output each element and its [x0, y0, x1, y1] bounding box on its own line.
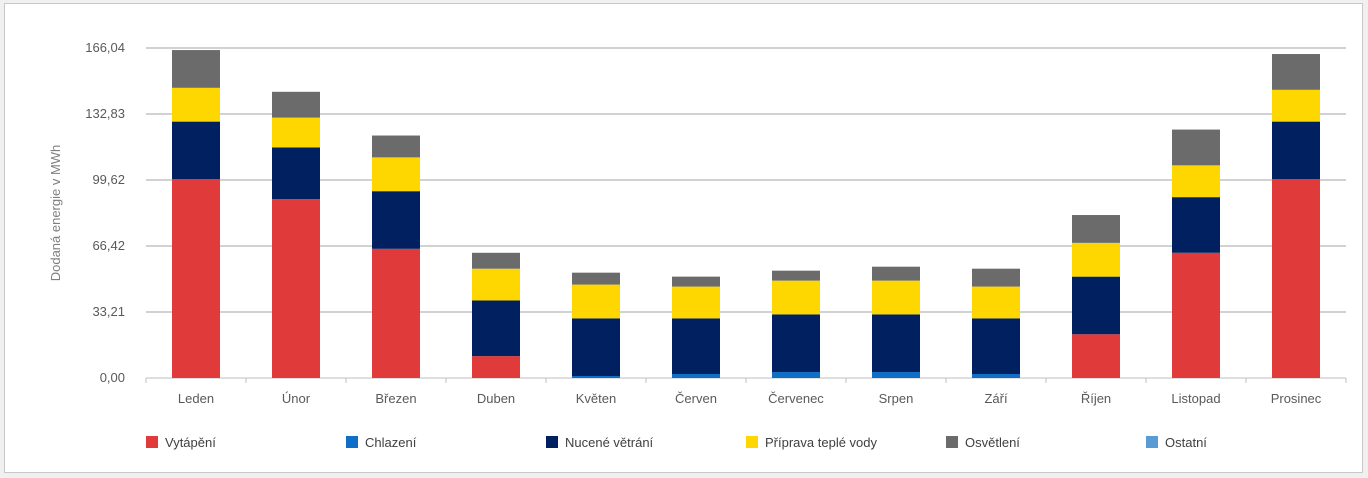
- legend: Vytápění Chlazení Nucené větrání Příprava t…: [146, 435, 1207, 450]
- y-tick-label: 132,83: [85, 106, 125, 121]
- legend-swatch: [546, 436, 558, 448]
- bar-segment-duben: [472, 252, 520, 269]
- y-tick-label: 33,21: [92, 304, 125, 319]
- bar-segment-prosinec: [1272, 89, 1320, 122]
- legend-label: Příprava teplé vody: [765, 435, 878, 450]
- bar-segment-leden: [172, 179, 220, 378]
- x-tick-label: Leden: [178, 391, 214, 406]
- x-tick-label: Srpen: [879, 391, 914, 406]
- bar-segment-listopad: [1172, 197, 1220, 253]
- bar-segment-duben: [472, 356, 520, 378]
- gridlines: [146, 47, 1346, 379]
- bar-segment-únor: [272, 117, 320, 148]
- x-axis: Leden Únor Březen Duben Květen Červen Červenec…: [145, 378, 1347, 406]
- stacked-bar-chart: 0,00 33,21 66,42 99,62 132,83 166,04 Dodaná e…: [48, 40, 1347, 450]
- bar-segment-říjen: [1072, 215, 1120, 243]
- bar-segment-leden: [172, 50, 220, 88]
- legend-label: Ostatní: [1165, 435, 1207, 450]
- bar-segment-srpen: [872, 372, 920, 378]
- legend-label: Nucené větrání: [565, 435, 654, 450]
- bar-segment-květen: [572, 284, 620, 319]
- bar-segment-červen: [672, 286, 720, 319]
- y-tick-label: 99,62: [92, 172, 125, 187]
- y-axis-ticks: 0,00 33,21 66,42 99,62 132,83 166,04: [85, 40, 125, 385]
- x-tick-label: Září: [984, 391, 1008, 406]
- bar-segment-červen: [672, 276, 720, 287]
- bar-segment-červenec: [772, 280, 820, 315]
- bar-segment-listopad: [1172, 252, 1220, 378]
- bar-segment-únor: [272, 199, 320, 378]
- legend-label: Chlazení: [365, 435, 417, 450]
- legend-swatch: [346, 436, 358, 448]
- x-tick-label: Červen: [675, 391, 717, 406]
- bar-segment-prosinec: [1272, 121, 1320, 180]
- bar-segment-prosinec: [1272, 179, 1320, 378]
- bar-segment-srpen: [872, 280, 920, 315]
- bar-segment-březen: [372, 135, 420, 158]
- legend-label: Vytápění: [165, 435, 216, 450]
- x-tick-label: Květen: [576, 391, 616, 406]
- bar-segment-květen: [572, 376, 620, 378]
- x-tick-label: Červenec: [768, 391, 824, 406]
- bar-segment-březen: [372, 248, 420, 378]
- y-tick-label: 0,00: [100, 370, 125, 385]
- bar-segment-srpen: [872, 266, 920, 281]
- legend-swatch: [1146, 436, 1158, 448]
- bar-segment-únor: [272, 91, 320, 118]
- bar-segment-leden: [172, 121, 220, 180]
- bar-segment-září: [972, 286, 1020, 319]
- x-tick-label: Listopad: [1171, 391, 1220, 406]
- x-tick-label: Březen: [375, 391, 416, 406]
- bar-segment-listopad: [1172, 165, 1220, 198]
- x-tick-label: Duben: [477, 391, 515, 406]
- y-tick-label: 166,04: [85, 40, 125, 55]
- x-tick-label: Prosinec: [1271, 391, 1322, 406]
- bar-segment-červen: [672, 374, 720, 378]
- bar-segment-červenec: [772, 314, 820, 373]
- bar-segment-leden: [172, 87, 220, 122]
- legend-swatch: [746, 436, 758, 448]
- bar-segment-březen: [372, 157, 420, 192]
- bar-segment-prosinec: [1272, 54, 1320, 90]
- y-axis-label: Dodaná energie v MWh: [48, 145, 63, 282]
- bar-segment-duben: [472, 268, 520, 301]
- bar-segment-květen: [572, 318, 620, 377]
- bar-segment-říjen: [1072, 334, 1120, 378]
- bar-segment-září: [972, 268, 1020, 287]
- bar-segment-červenec: [772, 372, 820, 378]
- x-tick-label: Říjen: [1081, 391, 1111, 406]
- bar-segment-březen: [372, 191, 420, 249]
- legend-swatch: [946, 436, 958, 448]
- bar-segment-září: [972, 318, 1020, 375]
- chart-frame: 0,00 33,21 66,42 99,62 132,83 166,04 Dodaná e…: [4, 3, 1363, 473]
- bar-segment-červen: [672, 318, 720, 375]
- bar-segment-únor: [272, 147, 320, 200]
- bar-segment-listopad: [1172, 129, 1220, 166]
- x-tick-label: Únor: [282, 391, 311, 406]
- y-tick-label: 66,42: [92, 238, 125, 253]
- bar-segment-říjen: [1072, 242, 1120, 277]
- bar-segment-duben: [472, 300, 520, 357]
- bar-segment-květen: [572, 272, 620, 285]
- bars: [172, 50, 1320, 378]
- bar-segment-červenec: [772, 270, 820, 281]
- legend-label: Osvětlení: [965, 435, 1020, 450]
- bar-segment-říjen: [1072, 276, 1120, 335]
- legend-swatch: [146, 436, 158, 448]
- bar-segment-září: [972, 374, 1020, 378]
- bar-segment-srpen: [872, 314, 920, 373]
